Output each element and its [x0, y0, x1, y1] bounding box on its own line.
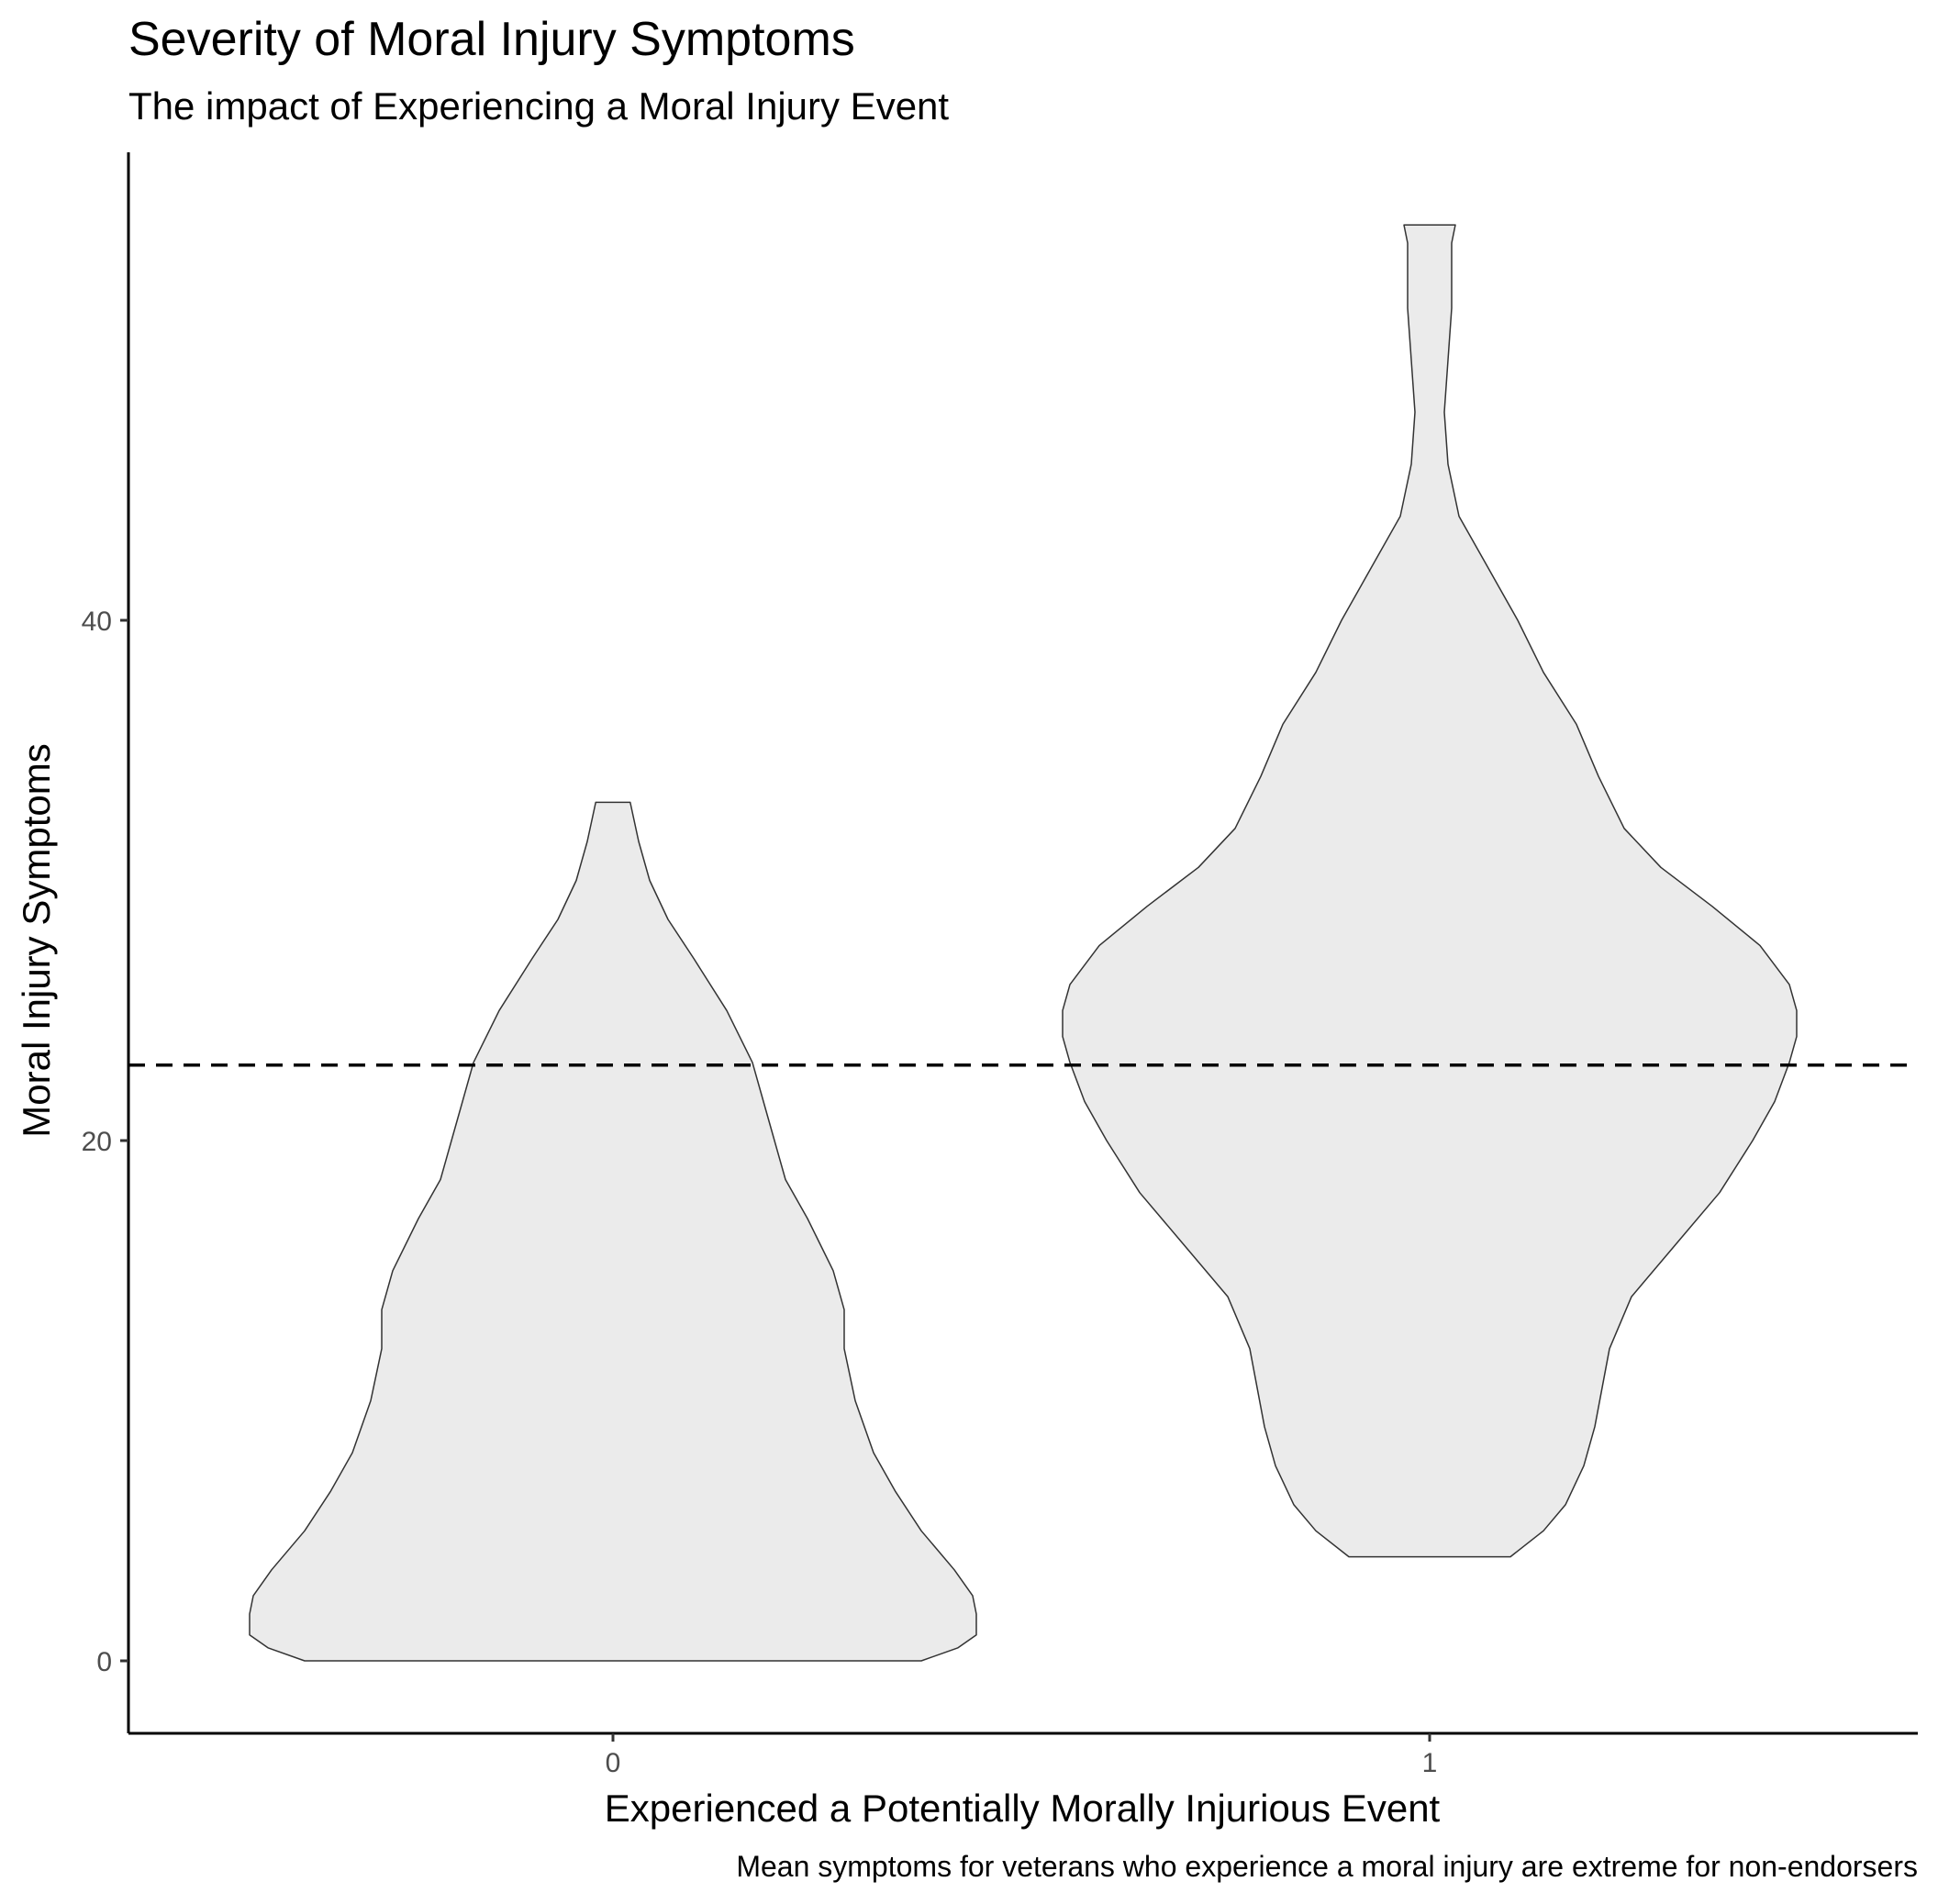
- y-axis-title: Moral Injury Symptoms: [15, 743, 58, 1137]
- chart-subtitle: The impact of Experiencing a Moral Injur…: [128, 84, 949, 128]
- violin-1: [1062, 224, 1798, 1558]
- y-tick-label-20: 20: [82, 1127, 112, 1157]
- x-tick-label-1: 1: [1422, 1748, 1438, 1778]
- y-tick-label-0: 0: [96, 1647, 112, 1677]
- chart-caption: Mean symptoms for veterans who experienc…: [736, 1850, 1918, 1883]
- x-tick-label-0: 0: [606, 1748, 621, 1778]
- violin-0: [249, 801, 977, 1662]
- axes-layer: 0 20 40 0 1: [82, 152, 1918, 1778]
- chart-title: Severity of Moral Injury Symptoms: [128, 13, 855, 66]
- violin-layer: [249, 224, 1798, 1662]
- x-axis-title: Experienced a Potentially Morally Injuri…: [605, 1787, 1441, 1830]
- y-tick-label-40: 40: [82, 607, 112, 637]
